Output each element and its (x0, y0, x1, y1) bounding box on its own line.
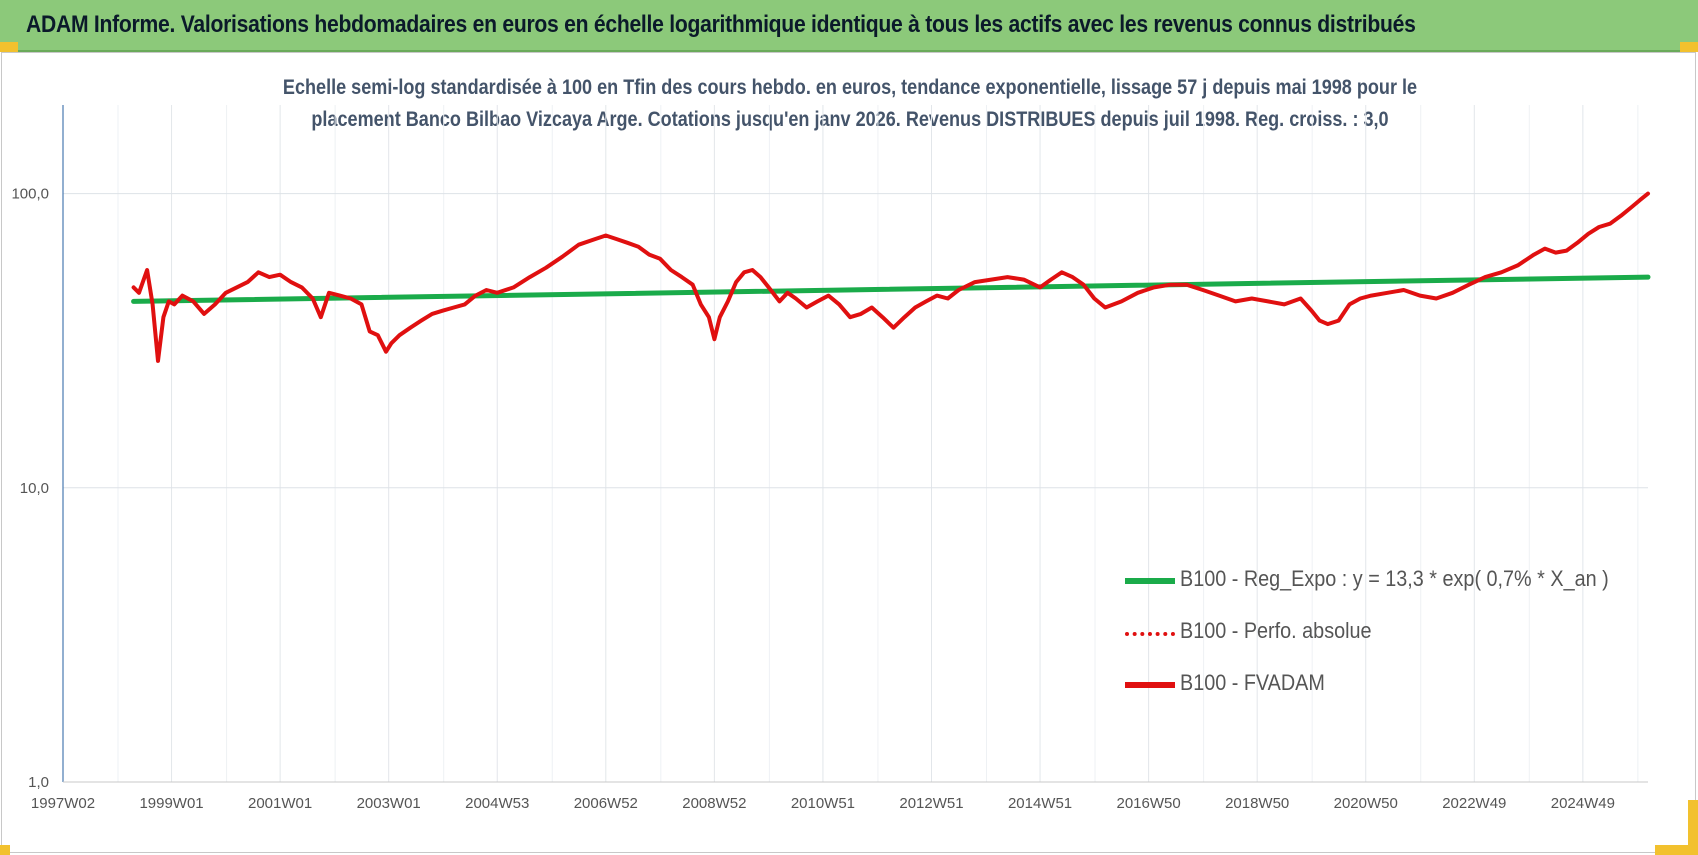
corner-accent-top-right (1680, 42, 1698, 52)
legend-swatch-red-line (1125, 682, 1175, 688)
chart-title-line-1: Echelle semi-log standardisée à 100 en T… (282, 76, 1418, 99)
x-tick-label: 2012W51 (899, 795, 963, 812)
x-tick-label: 1999W01 (139, 795, 203, 812)
x-tick-label: 2024W49 (1551, 795, 1615, 812)
y-tick-label: 1,0 (28, 774, 49, 791)
x-tick-label: 2008W52 (682, 795, 746, 812)
x-tick-label: 2016W50 (1117, 795, 1181, 812)
corner-accent-bottom-right (1688, 800, 1698, 855)
chart-frame (1, 52, 1696, 853)
chart-title: Echelle semi-log standardisée à 100 en T… (150, 72, 1550, 136)
corner-accent-top-left (0, 42, 18, 52)
x-tick-label: 2004W53 (465, 795, 529, 812)
x-tick-label: 1997W02 (31, 795, 95, 812)
x-tick-label: 2001W01 (248, 795, 312, 812)
fvadam-price-line (131, 191, 1650, 363)
legend-swatch-green-line (1125, 578, 1175, 584)
x-tick-label: 2010W51 (791, 795, 855, 812)
y-tick-label: 10,0 (20, 480, 49, 497)
report-banner: ADAM Informe. Valorisations hebdomadaire… (0, 0, 1698, 52)
legend-label-regression: B100 - Reg_Expo : y = 13,3 * exp( 0,7% *… (1180, 566, 1609, 591)
x-tick-label: 2022W49 (1442, 795, 1506, 812)
corner-accent-bottom-right-h (1655, 845, 1698, 855)
x-tick-label: 2006W52 (574, 795, 638, 812)
regression-trend-line (131, 274, 1651, 304)
x-tick-label: 2020W50 (1334, 795, 1398, 812)
report-title: ADAM Informe. Valorisations hebdomadaire… (26, 11, 1416, 38)
x-tick-label: 2018W50 (1225, 795, 1289, 812)
legend-label-fvadam: B100 - FVADAM (1180, 670, 1325, 695)
x-tick-label: 2003W01 (357, 795, 421, 812)
y-tick-label: 100,0 (11, 186, 49, 203)
legend-label-perfo: B100 - Perfo. absolue (1180, 618, 1372, 643)
legend-swatch-red-dotted (1125, 632, 1175, 636)
x-tick-label: 2014W51 (1008, 795, 1072, 812)
corner-accent-bottom-left (0, 845, 10, 855)
chart-title-line-2: placement Banco Bilbao Vizcaya Arge. Cot… (311, 108, 1389, 131)
